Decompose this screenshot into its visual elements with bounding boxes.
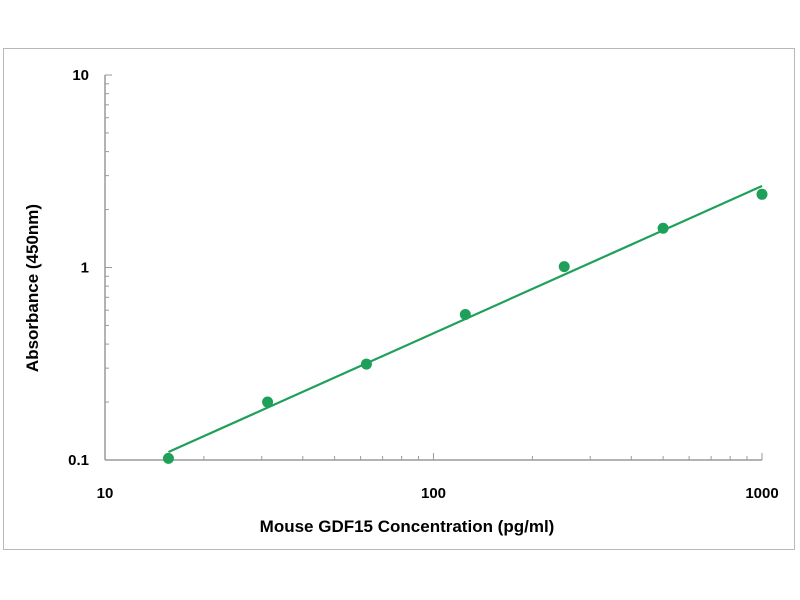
y-axis-title: Absorbance (450nm) xyxy=(23,204,42,372)
data-point xyxy=(756,188,768,200)
x-axis-title: Mouse GDF15 Concentration (pg/ml) xyxy=(260,517,555,536)
axes xyxy=(104,74,763,461)
data-point xyxy=(657,222,669,234)
x-tick-label: 1000 xyxy=(745,485,778,502)
y-tick-label: 10 xyxy=(72,67,89,84)
x-tick-label: 10 xyxy=(97,485,114,502)
y-tick-label: 0.1 xyxy=(68,452,89,469)
data-points xyxy=(162,188,768,464)
data-point xyxy=(459,308,471,320)
data-point xyxy=(558,261,570,273)
data-point xyxy=(262,396,274,408)
tick-labels: 0.1 1 10 10 100 1000 xyxy=(68,67,779,502)
data-point xyxy=(360,358,372,370)
chart-frame xyxy=(3,48,795,550)
y-tick-label: 1 xyxy=(81,260,89,277)
x-tick-label: 100 xyxy=(421,485,446,502)
data-point xyxy=(162,452,174,464)
